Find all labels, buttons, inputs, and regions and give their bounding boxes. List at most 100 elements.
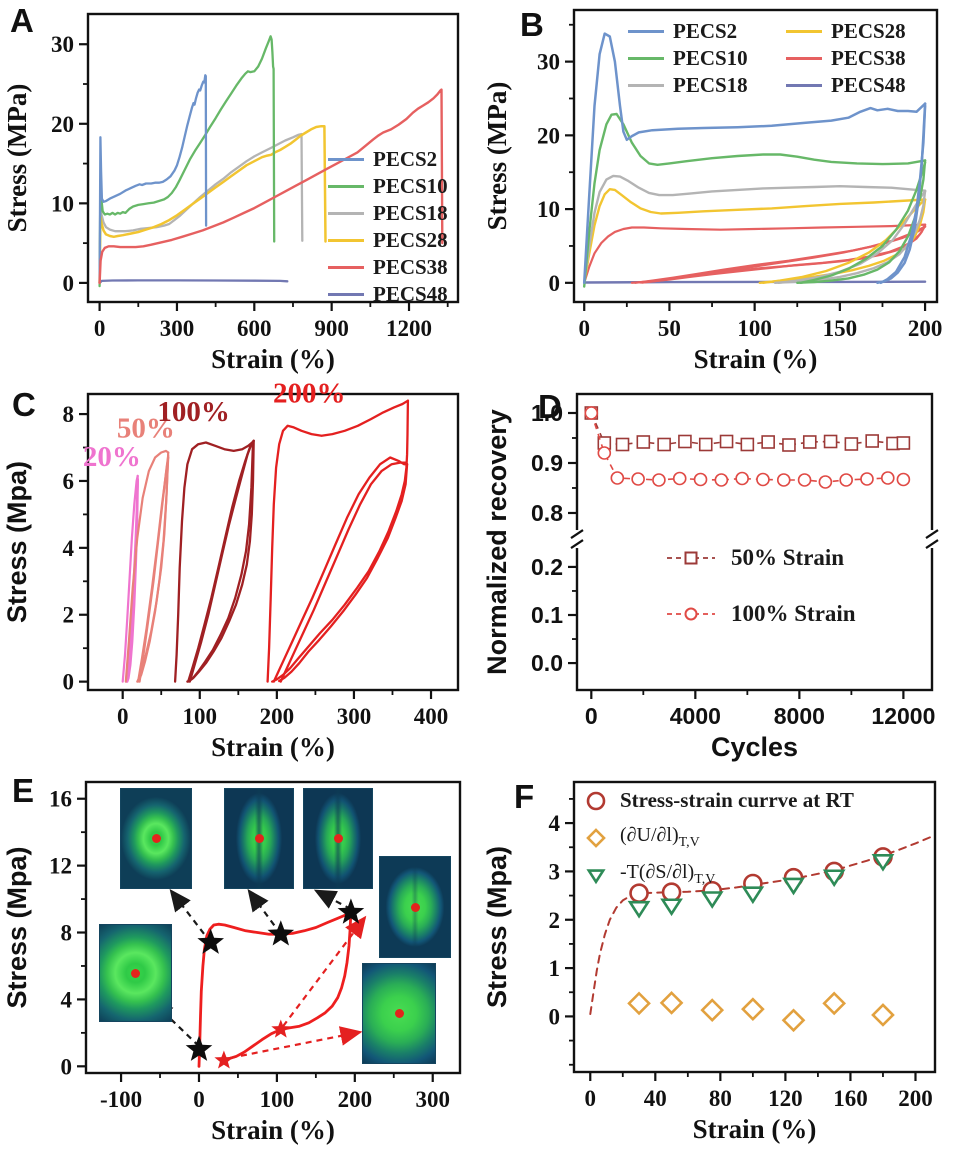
series-PECS10 [796,159,927,284]
x-tick-label: 200 [260,704,295,729]
panel-D: 0 4000 8000 12000 1.0 0.9 0.8 0.2 0.1 0.0 Cycles No… [480,380,960,770]
x-tick-label: 100 [737,316,772,341]
data-point-100% Strain [735,471,749,486]
data-point-100% Strain [860,472,874,486]
legend-label: PECS48 [373,282,448,306]
y-axis-label: Stress (Mpa) [2,461,32,623]
y-tick-label: 20 [51,112,74,137]
y-tick-label: 10 [51,191,74,216]
panel-letter-B: B [520,6,544,43]
legend-item-100% Strain: 100% Strain [665,586,856,642]
legend-line-swatch [628,29,664,34]
series-cycle-20% [126,478,139,683]
legend-label: PECS38 [831,46,906,70]
x-axis-label: Strain (%) [693,1114,817,1144]
data-point-100% Strain [896,472,911,487]
annotation-50%: 50% [117,412,175,444]
series-PECS38 [583,223,927,284]
data-point-50% Strain [844,437,859,451]
legend-item-Stress-strain currve at RT: Stress-strain currve at RT [584,782,854,819]
axis-box [84,780,462,1075]
data-point-50% Strain [865,434,879,448]
legend-D: 50% Strain 100% Strain [665,530,856,642]
legend-label: 100% Strain [731,601,856,626]
legend-line-swatch [328,157,364,162]
star-marker-black [267,920,295,946]
data-point-100% Strain [652,473,666,487]
legend-line-swatch [328,265,364,270]
x-tick-label: 0 [117,704,129,729]
data-point-100% Strain [631,472,645,486]
x-axis-label: Cycles [711,732,798,762]
legend-F: Stress-strain currve at RT (∂U/∂l)T,V -T(∂… [584,782,854,893]
legend-label: PECS28 [831,19,906,43]
y-tick-label: 0.0 [531,650,563,676]
x-tick-label: 4000 [670,703,721,729]
saxs-pattern-isotropic-ring [99,924,172,1022]
series-PECS2 [98,74,208,285]
x-axis-label: Strain (%) [694,344,818,374]
y-tick-label: 0 [63,670,75,695]
series-cycle-200% [272,456,409,683]
y-tick-label: 30 [537,50,560,75]
series-cycle-100% [188,439,255,683]
y-tick-label: 10 [537,197,560,222]
data-point--T(dS/dl)T,V [627,900,651,919]
legend-item-PECS10: PECS10 [328,173,478,200]
series-PECS2 [582,32,927,285]
x-tick-label: 50 [658,316,681,341]
x-tick-label: 0 [578,316,590,341]
legend-item-PECS2: PECS2 [328,146,478,173]
x-tick-label: 900 [314,316,349,341]
legend-item-PECS38: PECS38 [786,45,944,72]
legend-label: PECS18 [673,73,748,97]
beam-center-dot [410,902,420,912]
y-axis-label: Normalized recovery [482,409,512,675]
series-cycle-100% [173,439,255,683]
x-tick-label: 600 [237,316,272,341]
legend-marker-diamond [586,827,606,848]
legend-A: PECS2 PECS10 PECS18 PECS28 PECS38 PECS48 [328,146,478,308]
legend-marker-triangle [586,868,606,884]
panel-letter-A: A [10,2,34,39]
annotation-arrow [169,888,212,944]
legend-label: PECS38 [373,255,448,279]
y-axis-label: Stress (Mpa) [482,846,512,1008]
series-cycle-50% [124,449,170,683]
legend-label: PECS2 [373,147,438,171]
x-tick-label: 200 [338,1087,373,1112]
legend-marker-circle [667,607,715,621]
x-tick-label: 8000 [774,703,825,729]
y-tick-label: 0.1 [531,602,563,628]
annotation-arrow [229,1026,363,1060]
beam-center-dot [394,1009,404,1018]
x-tick-label: 0 [585,703,598,729]
data-point--T(dS/dl)T,V [700,891,724,909]
data-point-100% Strain [797,473,812,487]
data-point-100% Strain [597,446,612,460]
data-point-100% Strain [584,406,599,420]
annotation-20%: 20% [83,441,141,473]
x-tick-label: 200 [898,1086,933,1111]
legend-line-swatch [786,56,822,61]
legend-line-swatch [786,83,822,88]
annotation-arrow [247,888,282,935]
y-tick-label: 20 [537,123,560,148]
data-point-100% Strain [839,473,853,487]
series-PECS38 [98,88,444,285]
data-point-(dU/dl)T,V [871,1003,895,1027]
legend-item-PECS2: PECS2 [628,18,786,45]
legend-item-PECS10: PECS10 [628,45,786,72]
plot-canvas-C: 0 100 200 300 400 0 2 4 6 8 Strain (%) Stress (Mpa)… [2,380,460,762]
legend-item-50% Strain: 50% Strain [665,530,856,586]
series-cycle-100% [187,441,255,683]
data-point-100% Strain [776,473,791,487]
data-point-100% Strain [818,475,833,489]
series-PECS28 [582,187,927,284]
x-axis-label: Strain (%) [211,732,335,762]
y-axis-label: Stress (Mpa) [2,846,32,1008]
y-tick-label: 4 [549,811,561,836]
series-cycle-50% [138,454,170,683]
data-point-100% Strain [714,473,729,487]
